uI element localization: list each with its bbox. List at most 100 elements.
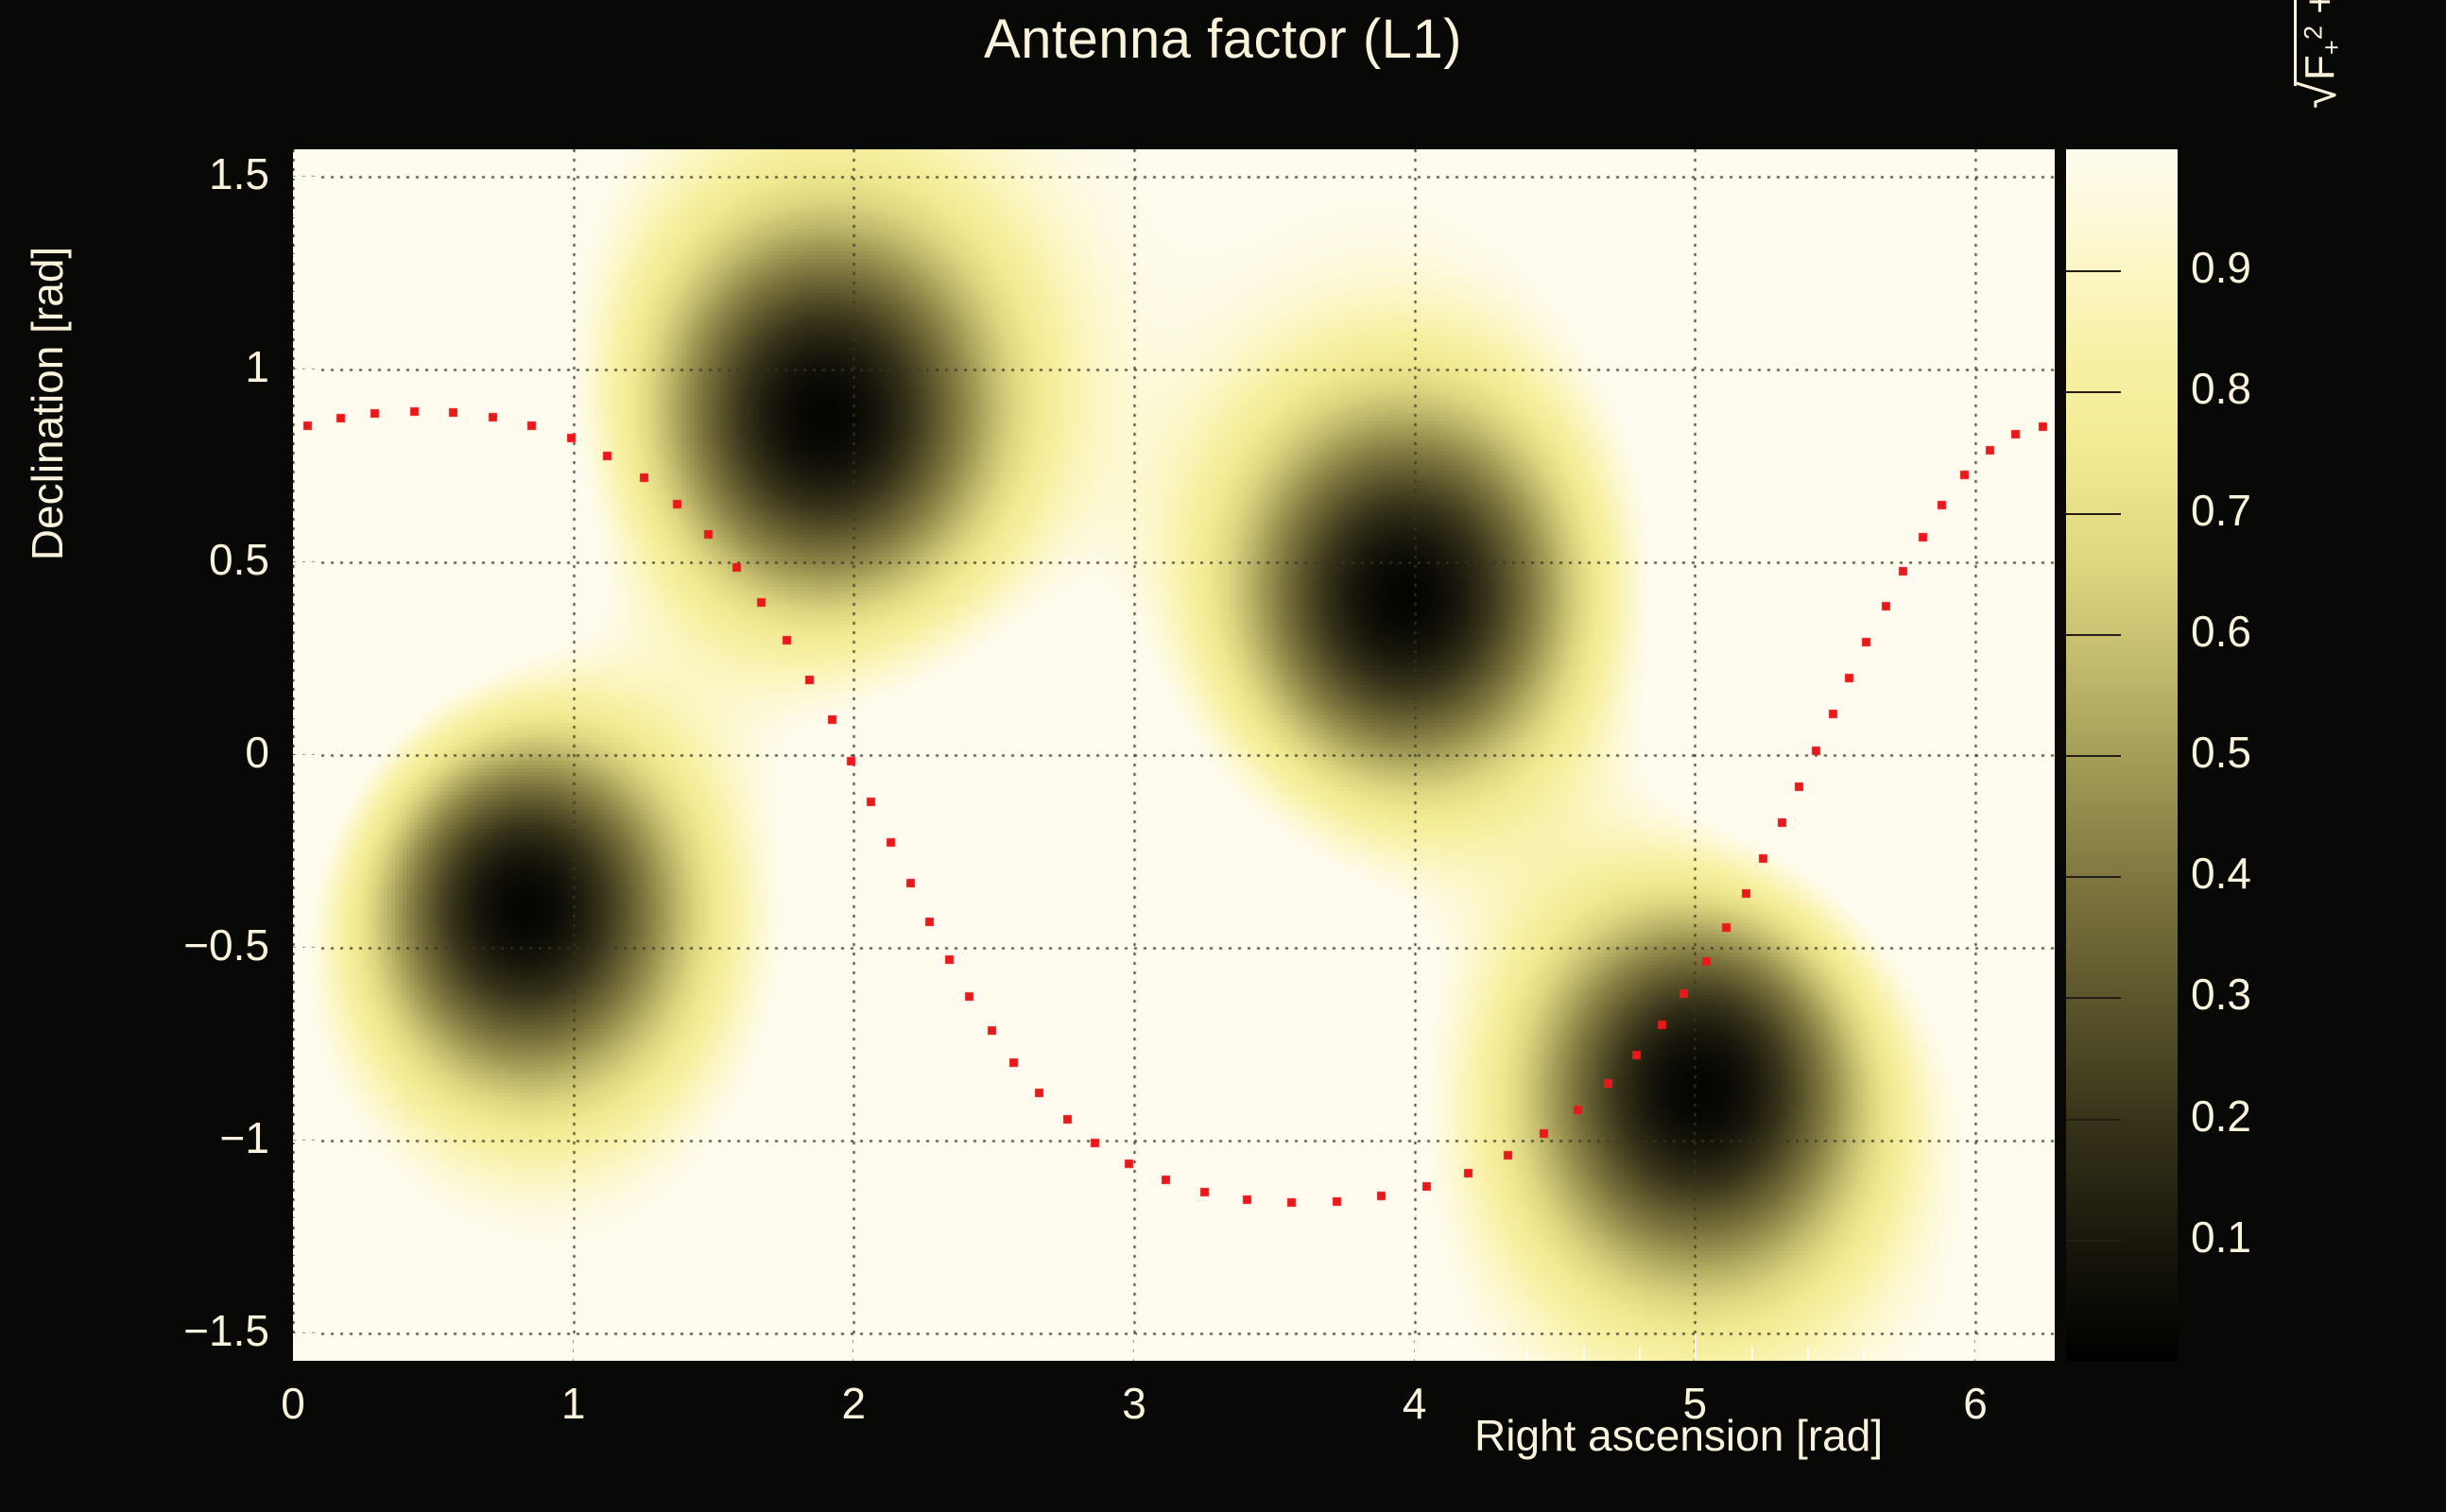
y-minor-tick	[293, 524, 307, 525]
y-minor-tick	[293, 640, 307, 642]
x-minor-tick	[349, 1347, 351, 1361]
y-minor-tick	[293, 1295, 307, 1297]
x-minor-tick	[1078, 1347, 1080, 1361]
x-minor-tick	[966, 1347, 968, 1361]
y-minor-tick	[293, 1063, 307, 1065]
x-minor-tick	[910, 1347, 912, 1361]
x-minor-tick	[1807, 1347, 1809, 1361]
x-minor-tick	[1022, 1347, 1024, 1361]
y-tick-label: 1.5	[209, 148, 269, 198]
y-minor-tick	[293, 794, 307, 796]
y-minor-tick	[293, 447, 307, 449]
x-minor-tick	[742, 1347, 744, 1361]
x-tick-label: 3	[1122, 1379, 1146, 1428]
x-minor-tick	[798, 1347, 800, 1361]
y-tick-label: −0.5	[183, 920, 269, 971]
y-minor-tick	[293, 485, 307, 487]
x-minor-tick	[1358, 1347, 1360, 1361]
x-tick-mark	[1134, 1334, 1136, 1361]
x-minor-tick	[1920, 1347, 1921, 1361]
y-minor-tick	[293, 601, 307, 603]
x-tick-mark	[1975, 1334, 1977, 1361]
colorbar-tick-mark	[2066, 391, 2121, 393]
x-minor-tick	[461, 1347, 463, 1361]
colorbar-tick-label: 0.3	[2191, 970, 2251, 1020]
y-minor-tick	[293, 254, 307, 256]
y-minor-tick	[293, 909, 307, 911]
x-tick-mark	[293, 1334, 295, 1361]
x-minor-tick	[1751, 1347, 1753, 1361]
colorbar-tick-label: 0.1	[2191, 1211, 2251, 1262]
x-tick-mark	[853, 1334, 855, 1361]
y-minor-tick	[293, 870, 307, 872]
colorbar-tick-mark	[2066, 634, 2121, 636]
galactic-plane-overlay	[293, 149, 2055, 1361]
x-tick-mark	[1695, 1334, 1697, 1361]
x-minor-tick	[1526, 1347, 1528, 1361]
x-tick-label: 1	[560, 1379, 586, 1428]
x-tick-label: 5	[1682, 1379, 1708, 1428]
y-minor-tick	[293, 987, 307, 988]
x-tick-mark	[574, 1334, 576, 1361]
colorbar-tick-label: 0.5	[2191, 728, 2251, 777]
y-tick-label: −1.5	[183, 1306, 269, 1356]
y-tick-mark	[293, 755, 319, 757]
y-minor-tick	[293, 678, 307, 679]
x-minor-tick	[1863, 1347, 1865, 1361]
sqrt-icon: √F+2 + Fx2	[2292, 0, 2347, 109]
colorbar-tick-label: 0.6	[2191, 606, 2251, 656]
y-minor-tick	[293, 215, 307, 217]
y-tick-label: 1	[245, 341, 269, 391]
x-minor-tick	[517, 1347, 519, 1361]
colorbar-tick-label: 0.9	[2191, 243, 2251, 293]
z-axis-title: √F+2 + Fx2	[2292, 0, 2353, 109]
plot-area	[293, 149, 2055, 1361]
x-minor-tick	[1247, 1347, 1249, 1361]
colorbar-tick-label: 0.8	[2191, 364, 2251, 414]
colorbar-tick-label: 0.4	[2191, 849, 2251, 899]
x-tick-mark	[1415, 1334, 1417, 1361]
y-minor-tick	[293, 1102, 307, 1104]
y-tick-mark	[293, 177, 319, 179]
colorbar-tick-mark	[2066, 270, 2121, 272]
x-tick-label: 4	[1402, 1379, 1427, 1428]
y-tick-mark	[293, 1141, 319, 1143]
y-minor-tick	[293, 833, 307, 834]
x-tick-label: 2	[841, 1379, 867, 1428]
colorbar-tick-label: 0.7	[2191, 485, 2251, 535]
y-tick-mark	[293, 369, 319, 371]
x-minor-tick	[1302, 1347, 1304, 1361]
x-minor-tick	[1471, 1347, 1473, 1361]
page-title: Antenna factor (L1)	[983, 9, 1462, 70]
y-minor-tick	[293, 1218, 307, 1220]
y-minor-tick	[293, 408, 307, 410]
colorbar-tick-mark	[2066, 876, 2121, 878]
y-minor-tick	[293, 331, 307, 333]
y-minor-tick	[293, 1256, 307, 1258]
y-axis-title: Declination [rad]	[23, 246, 72, 561]
colorbar-tick-mark	[2066, 513, 2121, 515]
y-minor-tick	[293, 1025, 307, 1027]
colorbar-tick-mark	[2066, 1240, 2121, 1242]
x-tick-label: 0	[281, 1379, 305, 1428]
y-tick-mark	[293, 1333, 319, 1335]
y-tick-label: −1	[219, 1113, 269, 1163]
x-minor-tick	[1583, 1347, 1585, 1361]
y-minor-tick	[293, 1179, 307, 1181]
y-tick-mark	[293, 562, 319, 564]
x-minor-tick	[405, 1347, 407, 1361]
x-minor-tick	[685, 1347, 687, 1361]
y-minor-tick	[293, 292, 307, 294]
x-minor-tick	[629, 1347, 631, 1361]
y-minor-tick	[293, 716, 307, 718]
x-tick-label: 6	[1963, 1379, 1988, 1428]
colorbar-tick-mark	[2066, 755, 2121, 757]
x-axis-title: Right ascension [rad]	[1474, 1411, 1884, 1460]
y-tick-label: 0.5	[209, 534, 269, 584]
x-minor-tick	[1639, 1347, 1641, 1361]
x-minor-tick	[1190, 1347, 1192, 1361]
y-tick-label: 0	[245, 728, 269, 777]
y-tick-mark	[293, 948, 319, 950]
colorbar-tick-mark	[2066, 997, 2121, 999]
